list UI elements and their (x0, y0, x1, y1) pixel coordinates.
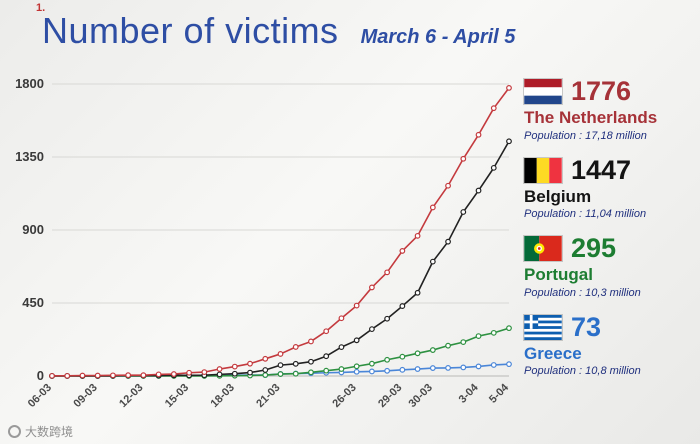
line-chart: 0 450 900 1350 1800 06-03 09-03 12-03 15-03 18-03… (15, 76, 512, 410)
legend-top-portugal: 295 (524, 235, 696, 262)
watermark-logo-icon (8, 425, 21, 438)
legend-top-netherlands: 1776 (524, 78, 696, 105)
svg-text:1350: 1350 (15, 149, 44, 164)
victim-count-greece: 73 (571, 311, 602, 342)
svg-text:29-03: 29-03 (376, 382, 404, 410)
population-netherlands: Population : 17,18 million (524, 129, 647, 142)
legend-item-portugal: 295 Portugal Population : 10,3 million (524, 235, 696, 299)
legend-item-netherlands: 1776 The Netherlands Population : 17,18 … (524, 78, 696, 142)
country-name-greece: Greece (524, 343, 582, 363)
svg-text:12-03: 12-03 (117, 382, 145, 410)
page-title: Number of victims (42, 10, 339, 51)
header: Number of victims March 6 - April 5 (42, 10, 690, 52)
svg-text:18-03: 18-03 (209, 382, 237, 410)
country-name-netherlands: The Netherlands (524, 108, 658, 127)
population-greece: Population : 10,8 million (524, 365, 641, 378)
svg-text:21-03: 21-03 (254, 382, 282, 410)
netherlands-flag-icon (524, 79, 562, 104)
victim-count-netherlands: 1776 (571, 76, 632, 106)
legend-top-belgium: 1447 (524, 154, 696, 185)
country-name-portugal: Portugal (524, 265, 593, 285)
portugal-flag-icon (524, 236, 562, 262)
population-belgium: Population : 11,04 million (524, 208, 647, 221)
date-range-label: March 6 - April 5 (360, 26, 516, 48)
svg-text:15-03: 15-03 (163, 382, 191, 410)
population-portugal: Population : 10,3 million (524, 286, 641, 299)
svg-text:1800: 1800 (15, 76, 44, 91)
country-name-belgium: Belgium (524, 186, 592, 206)
svg-text:26-03: 26-03 (330, 382, 358, 410)
svg-text:3-04: 3-04 (457, 381, 482, 406)
slide-number: 1. (36, 2, 46, 14)
chart-area: 0 450 900 1350 1800 06-03 09-03 12-03 15-03 18-03… (6, 70, 521, 438)
legend-top-greece: 73 (524, 311, 696, 342)
watermark-text: 大数跨境 (25, 425, 74, 439)
svg-text:5-04: 5-04 (487, 381, 512, 406)
svg-text:900: 900 (22, 222, 44, 237)
greece-flag-icon (524, 314, 562, 340)
belgium-flag-icon (524, 157, 562, 183)
victim-count-portugal: 295 (571, 233, 617, 264)
legend: 1776 The Netherlands Population : 17,18 … (524, 78, 696, 377)
svg-text:06-03: 06-03 (26, 382, 54, 410)
svg-text:0: 0 (37, 368, 44, 383)
watermark: 大数跨境 (8, 423, 73, 440)
svg-text:09-03: 09-03 (71, 382, 99, 410)
victim-count-belgium: 1447 (571, 154, 632, 185)
svg-text:450: 450 (22, 295, 44, 310)
legend-item-greece: 73 Greece Population : 10,8 million (524, 311, 696, 378)
legend-item-belgium: 1447 Belgium Population : 11,04 million (524, 154, 696, 221)
svg-text:30-03: 30-03 (407, 382, 435, 410)
